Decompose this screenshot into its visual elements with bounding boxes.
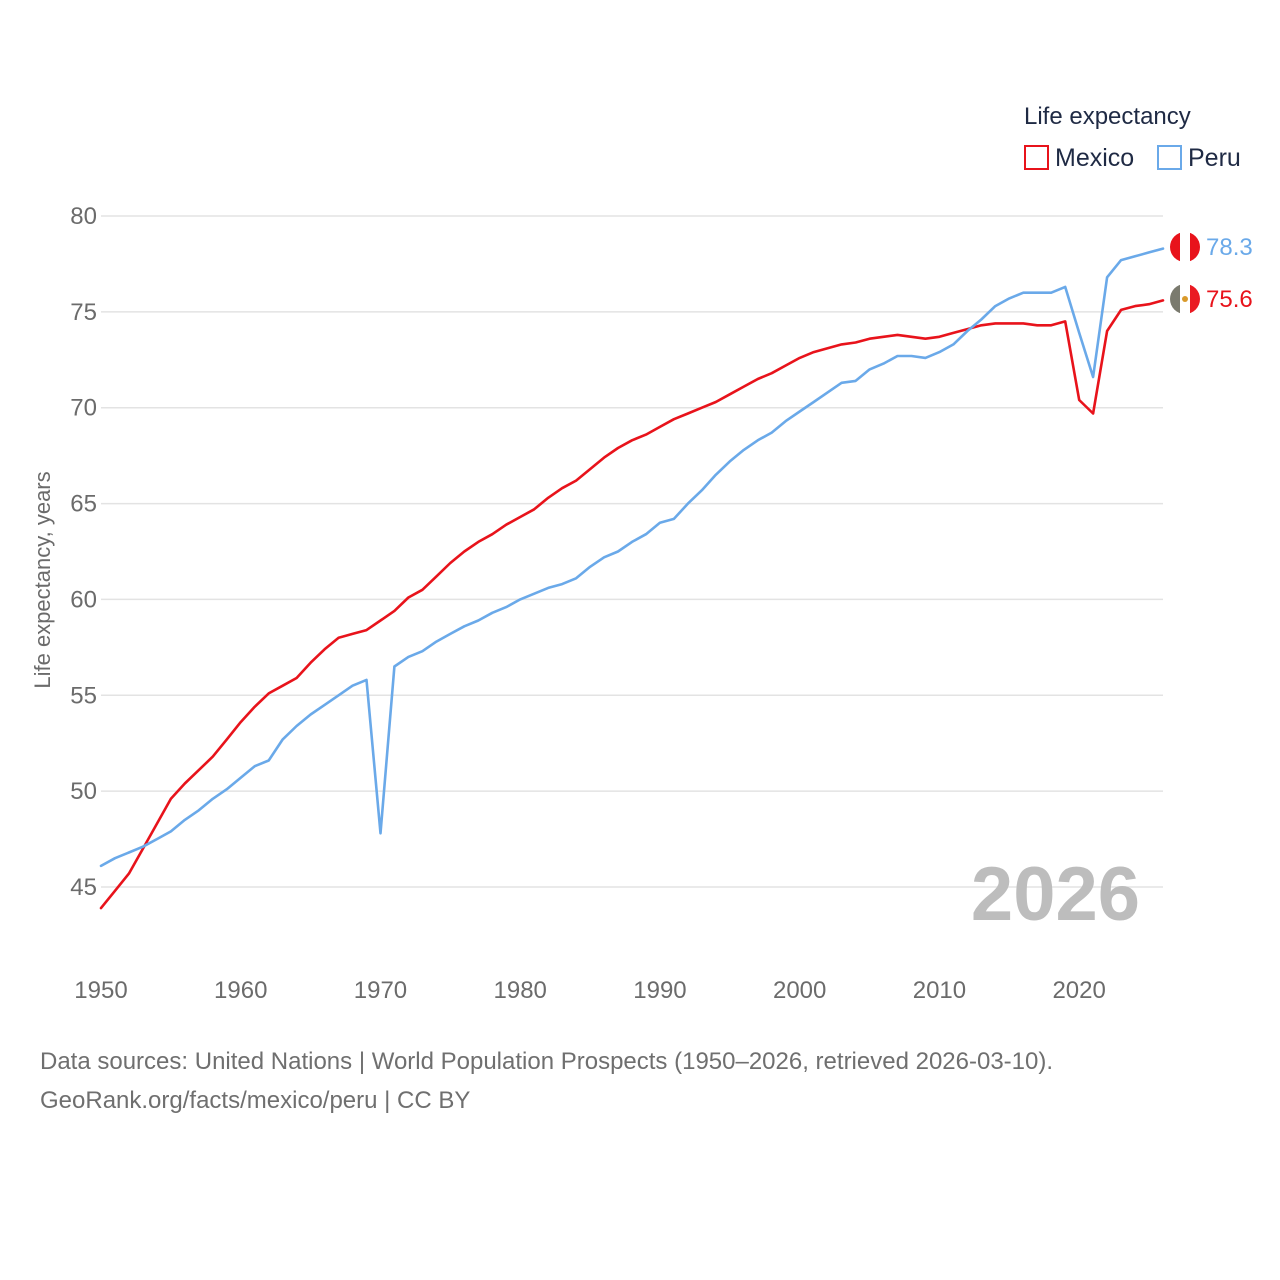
x-tick-label: 1960	[214, 977, 267, 1004]
y-tick-label: 60	[70, 586, 97, 613]
series-lines	[99, 247, 1165, 910]
gridlines	[101, 215, 1163, 888]
legend-swatch-peru	[1157, 145, 1182, 170]
legend-title: Life expectancy	[1024, 103, 1191, 130]
x-tick-label: 2020	[1052, 977, 1105, 1004]
x-tick-label: 1970	[354, 977, 407, 1004]
x-tick-label: 1950	[74, 977, 127, 1004]
peru-flag-icon	[1170, 232, 1200, 262]
legend-swatch-mexico	[1024, 145, 1049, 170]
year-label: 2026	[971, 852, 1140, 937]
y-tick-label: 45	[70, 874, 97, 901]
end-value-mexico: 75.6	[1206, 286, 1253, 313]
x-axis-ticks: 1950 1960 1970 1980 1990 2000 2010 2020	[74, 977, 1106, 1004]
series-line-mexico	[99, 299, 1165, 910]
y-axis-title: Life expectancy, years	[30, 471, 55, 688]
x-tick-label: 1990	[633, 977, 686, 1004]
footer: Data sources: United Nations | World Pop…	[40, 1042, 1240, 1120]
legend: Life expectancy Mexico Peru	[1024, 103, 1241, 172]
attribution-note: GeoRank.org/facts/mexico/peru | CC BY	[40, 1087, 471, 1114]
y-tick-label: 55	[70, 682, 97, 709]
y-tick-label: 70	[70, 395, 97, 422]
y-tick-label: 75	[70, 299, 97, 326]
x-tick-label: 2010	[913, 977, 966, 1004]
data-source-note: Data sources: United Nations | World Pop…	[40, 1048, 1054, 1075]
legend-label-peru: Peru	[1188, 144, 1241, 172]
y-tick-label: 80	[70, 203, 97, 230]
end-value-peru: 78.3	[1206, 234, 1253, 261]
mexico-flag-icon	[1170, 284, 1200, 314]
life-expectancy-chart: 45 50 55 60 65 70 75 80 1950 1960 1970 1980 1990 200…	[30, 103, 1253, 1004]
y-tick-label: 65	[70, 491, 97, 518]
y-tick-label: 50	[70, 778, 97, 805]
y-axis-ticks: 45 50 55 60 65 70 75 80	[70, 203, 97, 901]
x-tick-label: 1980	[494, 977, 547, 1004]
x-tick-label: 2000	[773, 977, 826, 1004]
series-line-peru	[99, 247, 1165, 868]
legend-label-mexico: Mexico	[1055, 144, 1134, 172]
